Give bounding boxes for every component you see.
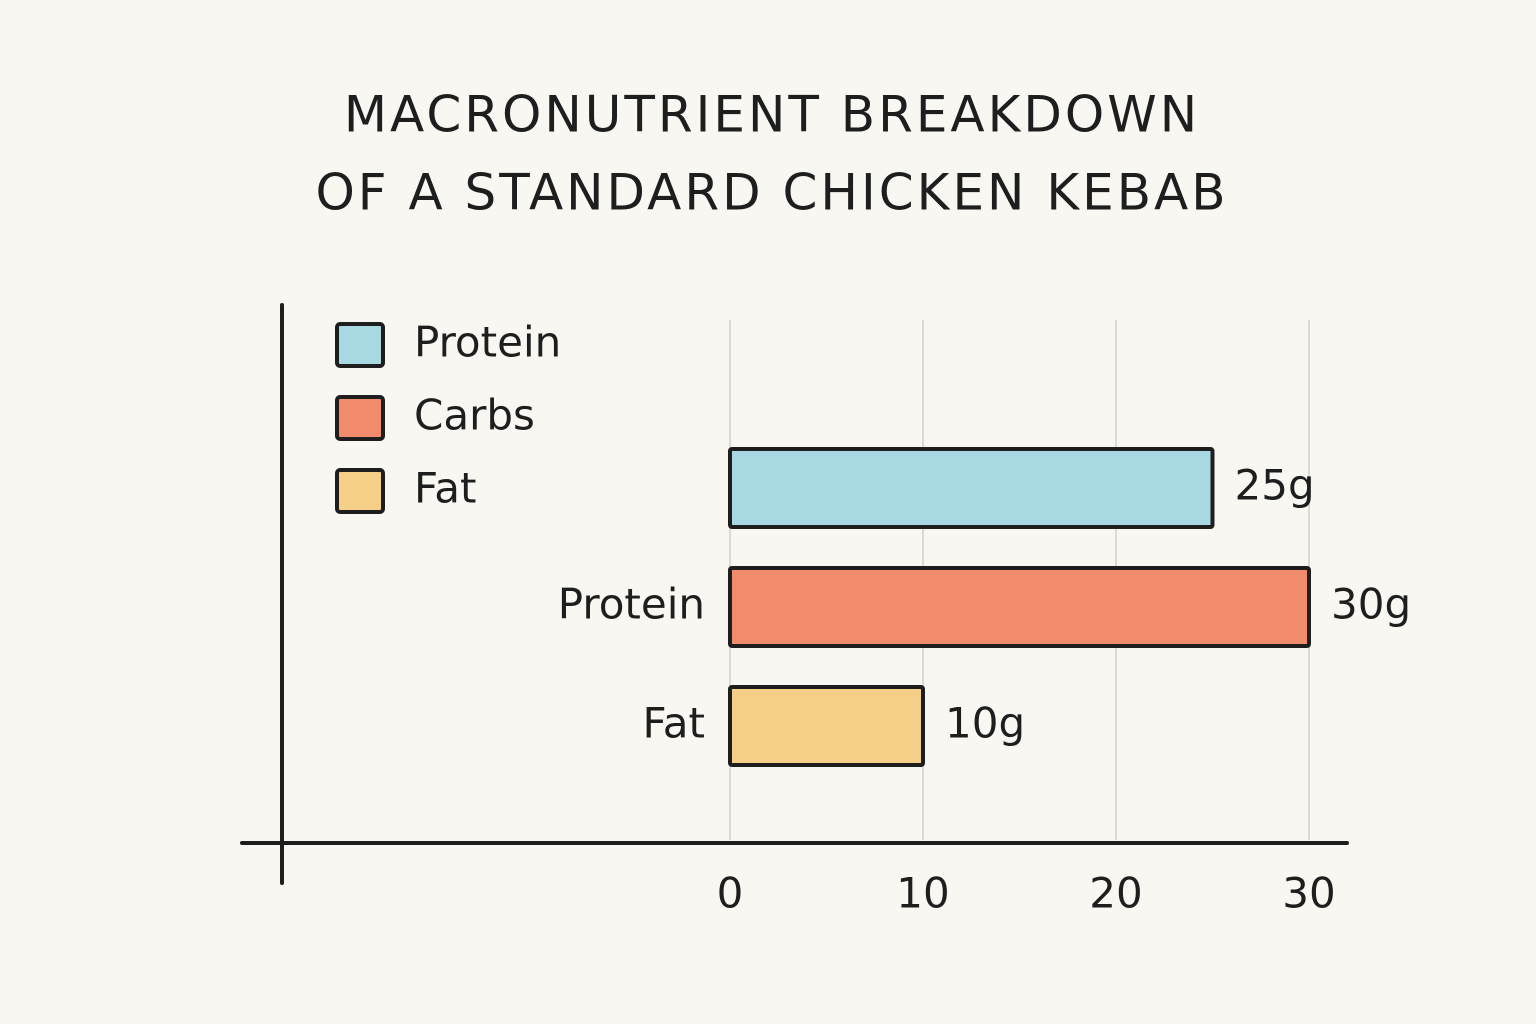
x-tick-label: 20 (1089, 869, 1142, 918)
chart-title: OF A STANDARD CHICKEN KEBAB (315, 164, 1228, 222)
value-label: 30g (1331, 580, 1411, 629)
x-tick-label: 10 (896, 869, 949, 918)
legend-swatch (335, 468, 385, 514)
y-tick-label: Fat (642, 699, 705, 748)
legend-swatch (335, 322, 385, 368)
bar (728, 685, 925, 767)
bar (728, 447, 1215, 529)
legend-label: Fat (414, 464, 477, 513)
x-tick-label: 0 (717, 869, 744, 918)
legend-label: Protein (414, 318, 561, 367)
legend-swatch (335, 395, 385, 441)
value-label: 25g (1235, 461, 1315, 510)
value-label: 10g (945, 699, 1025, 748)
chart-title: MACRONUTRIENT BREAKDOWN (344, 86, 1200, 144)
x-tick-label: 30 (1282, 869, 1335, 918)
bar (728, 566, 1311, 648)
legend-label: Carbs (414, 391, 535, 440)
y-tick-label: Protein (558, 580, 705, 629)
